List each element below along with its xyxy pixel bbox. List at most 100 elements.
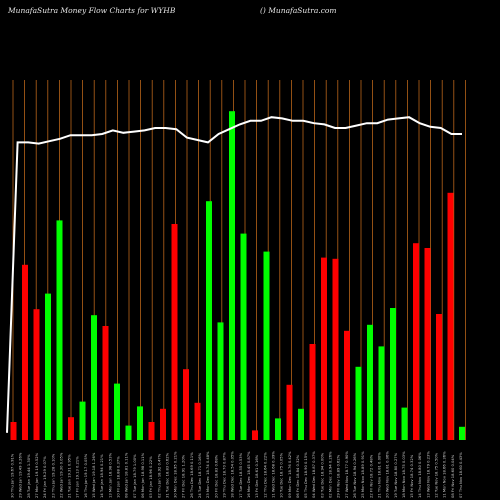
- x-tick-label: 23 Mon Dec 18.74 0.48%: [206, 451, 210, 498]
- x-tick-label: 29 Wed Jan 19.49 0.26%: [19, 452, 23, 498]
- x-tick-label: 06 Fri Dec 18.84 0.32%: [296, 454, 300, 498]
- x-tick-label: 27 Mon Jan 19.19 0.52%: [35, 452, 39, 498]
- x-tick-label: 16 Mon Dec 18.45 0.87%: [247, 451, 251, 498]
- money-flow-bar: [390, 308, 396, 440]
- x-tick-label: 30 Thu Jan 19.67 0.91%: [11, 453, 15, 498]
- x-tick-label: 07 Thu Nov 18.60 0.43%: [459, 452, 463, 498]
- x-tick-label: 19 Thu Dec 18.70 0.87%: [223, 452, 227, 498]
- x-tick-label: 08 Wed Jan 18.81 0.11%: [125, 452, 129, 498]
- x-tick-label: 30 Mon Dec 18.95 0.21%: [174, 451, 178, 498]
- x-tick-label: 16 Thu Jan 19.17 0.05%: [84, 453, 88, 498]
- x-tick-label: 03 Tue Dec 18.94 0.00%: [320, 452, 324, 498]
- x-tick-label: 17 Tue Dec 18.55 0.53%: [239, 452, 243, 498]
- x-tick-label: 08 Fri Nov 18.60 0.04%: [451, 454, 455, 498]
- x-tick-label: 13 Fri Dec 18.61 0.16%: [255, 454, 259, 498]
- x-tick-label: 21 Thu Nov 18.81 0.00%: [378, 452, 382, 498]
- x-tick-label: 04 Wed Dec 18.87 0.37%: [312, 451, 316, 498]
- money-flow-bar: [68, 417, 74, 440]
- money-flow-bar: [102, 326, 109, 440]
- x-tick-label: 06 Mon Jan 18.98 0.11%: [141, 452, 145, 498]
- money-flow-bar: [183, 369, 189, 440]
- money-flow-bar: [344, 330, 350, 440]
- x-tick-label: 21 Tue Jan 19.31 0.95%: [68, 454, 72, 498]
- money-flow-bar: [447, 192, 454, 440]
- money-flow-bar: [321, 257, 327, 440]
- money-flow-bar: [137, 406, 143, 440]
- x-tick-label: 14 Tue Jan 18.94 0.21%: [100, 454, 104, 498]
- vertical-gridlines: [12, 80, 466, 440]
- x-tick-label: 17 Fri Jan 19.13 0.21%: [76, 456, 80, 498]
- money-flow-bar: [229, 111, 235, 440]
- x-tick-label: 09 Mon Dec 18.76 0.42%: [288, 451, 292, 498]
- x-tick-label: 03 Fri Jan 18.96 0.22%: [149, 456, 153, 498]
- money-flow-bar: [436, 314, 442, 440]
- x-tick-label: 26 Thu Dec 18.69 0.11%: [190, 452, 194, 498]
- x-tick-label: 27 Fri Dec 18.91 1.20%: [182, 454, 186, 498]
- x-tick-label: 02 Thu Jan 18.92 0.47%: [157, 453, 161, 498]
- x-tick-label: 23 Thu Jan 19.28 0.10%: [51, 453, 55, 498]
- money-flow-bar: [263, 251, 270, 440]
- x-tick-label: 24 Tue Dec 18.71 0.16%: [198, 452, 202, 498]
- x-tick-label: 22 Wed Jan 19.30 0.05%: [59, 452, 63, 498]
- x-tick-label: 31 Tue Dec 18.83 0.62%: [165, 452, 169, 498]
- money-flow-bar: [22, 264, 28, 440]
- x-axis-tick-labels: 30 Thu Jan 19.67 0.91% 29 Wed Jan 19.49 0…: [11, 451, 464, 498]
- x-tick-label: 24 Fri Jan 19.29 0.07%: [43, 456, 47, 498]
- x-tick-label: 26 Tue Nov 18.94 0.26%: [353, 452, 357, 498]
- x-tick-label: 18 Wed Dec 18.54 0.05%: [231, 451, 235, 498]
- x-tick-label: 20 Wed Nov 18.81 0.06%: [386, 451, 390, 498]
- x-tick-label: 15 Wed Jan 19.18 1.26%: [92, 452, 96, 498]
- money-flow-bar: [424, 248, 431, 440]
- money-flow-bar: [286, 384, 293, 440]
- x-tick-label: 07 Tue Jan 18.79 1.00%: [133, 454, 137, 498]
- money-flow-bar: [401, 407, 408, 440]
- money-flow-bar: [125, 425, 132, 440]
- money-flow-bars: [10, 111, 465, 440]
- money-flow-bar: [459, 426, 465, 440]
- x-tick-label: 29 Fri Nov 18.89 0.62%: [337, 454, 341, 498]
- money-flow-bar: [45, 293, 51, 440]
- x-tick-label: 13 Wed Nov 18.79 0.23%: [426, 451, 430, 498]
- money-flow-bar: [194, 402, 201, 440]
- x-tick-label: 28 Tue Jan 19.44 1.30%: [27, 454, 31, 498]
- money-flow-bar: [298, 408, 304, 440]
- money-flow-bar: [148, 422, 155, 440]
- price-line: [6, 116, 462, 433]
- x-tick-label: 11 Wed Dec 18.68 0.39%: [271, 451, 275, 498]
- chart-title: MunafaSutra Money Flow Charts for WYHB: [8, 6, 176, 15]
- money-flow-bar: [309, 344, 316, 440]
- x-tick-label: 14 Thu Nov 18.80 0.06%: [418, 452, 422, 498]
- money-flow-bar: [206, 201, 212, 440]
- money-flow-bar: [413, 243, 419, 440]
- price-line-path: [6, 116, 462, 433]
- x-tick-label: 10 Fri Jan 18.88 0.37%: [117, 456, 121, 498]
- money-flow-bar: [56, 220, 63, 440]
- money-flow-bar: [160, 408, 166, 440]
- x-tick-label: 12 Tue Nov 18.75 0.50%: [435, 452, 439, 498]
- money-flow-bar: [79, 401, 86, 440]
- money-flow-bar: [114, 383, 120, 440]
- x-tick-label: 18 Mon Nov 18.75 0.03%: [402, 451, 406, 498]
- money-flow-bar: [33, 309, 40, 440]
- x-tick-label: 13 Mon Jan 18.98 0.53%: [108, 452, 112, 498]
- x-tick-label: 12 Thu Dec 18.64 0.22%: [263, 452, 267, 498]
- x-tick-label: 20 Fri Dec 18.83 0.68%: [214, 454, 218, 498]
- money-flow-bar: [240, 233, 247, 440]
- money-flow-bar: [217, 322, 224, 440]
- x-tick-label: 19 Tue Nov 18.80 0.27%: [394, 452, 398, 498]
- money-flow-bar: [355, 366, 362, 440]
- x-tick-label: 05 Thu Dec 18.90 0.15%: [304, 452, 308, 498]
- money-flow-bar: [367, 324, 373, 440]
- money-flow-bar: [10, 422, 17, 440]
- money-flow-bar: [171, 224, 178, 440]
- x-tick-label: 15 Fri Nov 18.74 0.32%: [410, 454, 414, 498]
- x-tick-label: 22 Fri Nov 18.72 0.48%: [369, 454, 373, 498]
- site-credit: () MunafaSutra.com: [260, 6, 337, 15]
- money-flow-bar: [252, 430, 258, 440]
- x-tick-label: 27 Wed Nov 18.77 0.90%: [345, 451, 349, 498]
- x-tick-label: 10 Tue Dec 18.75 0.05%: [280, 452, 284, 498]
- money-flow-bar: [91, 315, 97, 440]
- x-tick-label: 25 Mon Nov 18.89 0.91%: [361, 451, 365, 498]
- money-flow-bar: [275, 418, 281, 440]
